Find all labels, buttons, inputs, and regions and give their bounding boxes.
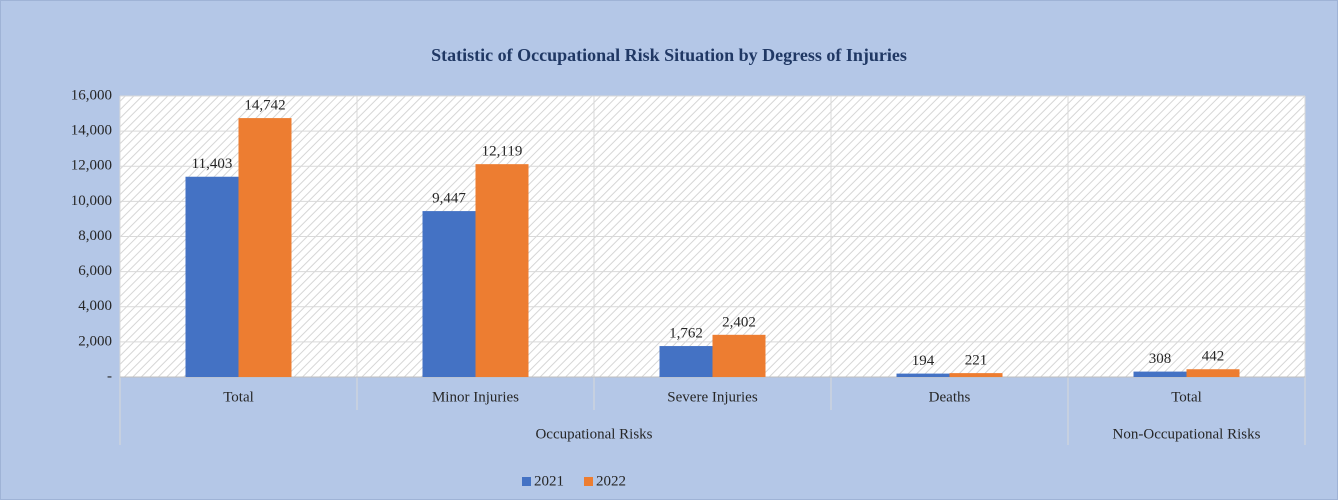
value-label: 442: [1202, 349, 1225, 365]
bar: [949, 373, 1003, 377]
bar: [1133, 371, 1187, 377]
x-tick-label: Severe Injuries: [667, 389, 758, 405]
bar: [475, 164, 529, 377]
x-tick-label: Total: [1171, 389, 1202, 405]
y-tick-label: 10,000: [71, 193, 112, 209]
bar: [712, 334, 766, 377]
bar: [238, 118, 292, 377]
value-label: 11,403: [192, 156, 233, 172]
value-label: 1,762: [669, 325, 703, 341]
y-tick-label: 6,000: [78, 263, 112, 279]
legend-label: 2022: [596, 473, 626, 489]
value-label: 221: [965, 353, 988, 369]
value-label: 9,447: [432, 191, 466, 207]
value-label: 194: [912, 353, 935, 369]
x-tick-label: Deaths: [929, 389, 971, 405]
bar: [659, 346, 713, 377]
y-tick-label: 16,000: [71, 87, 112, 103]
chart-title: Statistic of Occupational Risk Situation…: [431, 45, 907, 65]
group-label: Non-Occupational Risks: [1113, 426, 1261, 442]
bar: [185, 176, 239, 377]
bar: [422, 211, 476, 377]
y-tick-label: 14,000: [71, 123, 112, 139]
value-label: 2,402: [722, 314, 756, 330]
x-tick-label: Minor Injuries: [432, 389, 519, 405]
bar: [896, 373, 950, 377]
legend-swatch: [584, 477, 593, 486]
value-label: 12,119: [482, 144, 523, 160]
y-tick-label: 8,000: [78, 228, 112, 244]
y-tick-label: 12,000: [71, 158, 112, 174]
x-tick-label: Total: [223, 389, 254, 405]
bar: [1186, 369, 1240, 377]
y-tick-label: -: [107, 368, 112, 384]
legend-swatch: [522, 477, 531, 486]
y-tick-label: 2,000: [78, 333, 112, 349]
value-label: 308: [1149, 351, 1172, 367]
y-tick-label: 4,000: [78, 298, 112, 314]
group-label: Occupational Risks: [535, 426, 652, 442]
legend-label: 2021: [534, 473, 564, 489]
value-label: 14,742: [244, 98, 285, 114]
